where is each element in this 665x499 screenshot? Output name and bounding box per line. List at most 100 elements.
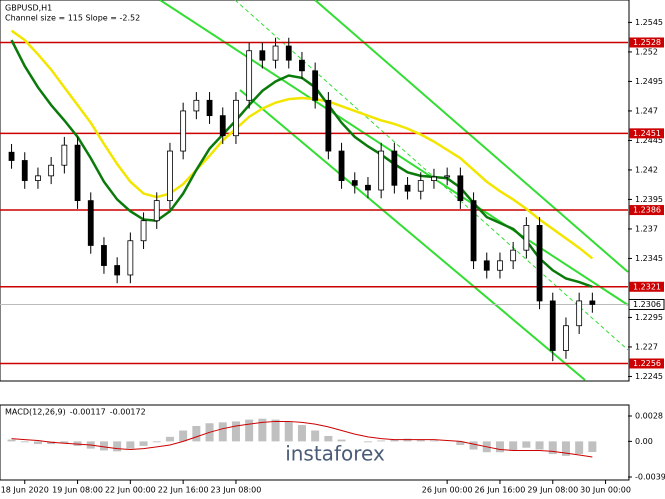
macd-bar	[456, 441, 465, 446]
macd-bar	[337, 439, 346, 442]
y-tick-label: 1.2395	[635, 195, 663, 204]
candle-body	[35, 175, 41, 181]
candle-body	[61, 144, 68, 166]
x-tick-label: 23 Jun 08:00	[211, 486, 262, 495]
candle-body	[391, 150, 398, 186]
macd-bar	[416, 439, 425, 442]
candle-body	[563, 325, 569, 351]
macd-bar	[179, 430, 188, 442]
level-label-box	[629, 128, 664, 139]
y-tick-label: 1.247	[635, 106, 658, 115]
candle-body	[299, 59, 305, 72]
candle-body	[431, 176, 437, 181]
level-label: 1.2528	[633, 38, 661, 47]
candle-body	[338, 150, 345, 181]
macd-bar	[152, 441, 161, 443]
x-tick-label: 26 Jun 00:00	[422, 486, 473, 495]
candle-body	[378, 150, 385, 191]
current-price-label: 1.2306	[633, 300, 661, 309]
macd-bar	[20, 441, 29, 443]
candle-body	[457, 175, 464, 202]
macd-bar	[231, 421, 240, 442]
macd-bar	[60, 441, 69, 444]
macd-bar	[548, 441, 557, 455]
y-tick-label: 1.2295	[635, 313, 663, 322]
macd-bar	[311, 430, 320, 442]
y-tick-label: -0.00393	[635, 473, 665, 482]
signal-line	[11, 420, 593, 458]
y-tick-label: 1.2545	[635, 18, 663, 27]
macd-bar	[535, 441, 544, 450]
macd-bar	[297, 425, 306, 442]
current-price-box	[628, 298, 665, 310]
macd-bar	[495, 441, 504, 453]
y-tick-label: 1.227	[635, 342, 658, 351]
level-label: 1.2321	[633, 282, 661, 291]
y-tick-label: 1.252	[635, 47, 658, 56]
macd-bar	[7, 439, 16, 442]
macd-bar	[363, 441, 372, 443]
symbol: GBPUSD,H1	[5, 4, 52, 13]
watermark: instaforex	[285, 442, 385, 466]
macd-bar	[113, 441, 122, 452]
x-tick-label: 22 Jun 16:00	[158, 486, 209, 495]
candle-body	[536, 225, 543, 302]
candle-body	[246, 50, 253, 101]
macd-bar	[258, 418, 267, 442]
candle-body	[404, 184, 411, 192]
candle-body	[285, 45, 292, 61]
macd-bar	[165, 436, 174, 442]
candle-body	[87, 200, 94, 246]
channel-lower	[239, 89, 586, 381]
macd-bar	[509, 441, 518, 451]
level-label-box	[629, 281, 664, 292]
level-label: 1.2386	[633, 206, 661, 215]
candle-body	[365, 184, 371, 191]
macd-value: -0.00117	[70, 408, 106, 417]
macd-bar	[561, 441, 570, 456]
macd-bar	[522, 441, 531, 448]
level-label: 1.2256	[633, 359, 661, 368]
candle-body	[523, 225, 530, 251]
x-tick-label: 26 Jun 16:00	[475, 486, 526, 495]
candle-body	[206, 99, 213, 117]
candle-body	[193, 99, 200, 112]
y-tick-label: 1.2245	[635, 372, 663, 381]
macd-title: MACD(12,26,9)	[5, 408, 66, 417]
subtitle: Channel size = 115 Slope = -2.52	[5, 14, 140, 23]
candle-body	[127, 240, 134, 276]
candle-body	[576, 300, 583, 327]
candle-body	[140, 220, 147, 242]
candle-body	[589, 300, 596, 305]
y-tick-label: 0.00	[635, 437, 653, 446]
macd-bar	[469, 441, 478, 450]
candle-body	[351, 180, 358, 186]
level-label-box	[629, 37, 664, 48]
level-label-box	[629, 205, 664, 216]
candle-body	[483, 260, 490, 271]
level-label: 1.2451	[633, 129, 661, 138]
y-tick-label: 1.242	[635, 165, 658, 174]
y-tick-label: 1.2495	[635, 77, 663, 86]
macd-bar	[139, 441, 148, 446]
macd-bar	[218, 422, 227, 442]
x-tick-label: 19 Jun 08:00	[52, 486, 103, 495]
x-tick-label: 30 Jun 00:00	[580, 486, 631, 495]
candle-body	[444, 175, 451, 178]
candle-body	[8, 151, 15, 161]
level-label-box	[629, 358, 664, 369]
candle-body	[259, 50, 266, 61]
y-tick-label: 1.237	[635, 224, 658, 233]
candle-body	[325, 99, 332, 152]
candle-body	[101, 245, 107, 266]
macd-bar	[324, 435, 333, 442]
candle-body	[233, 99, 239, 137]
macd-bar	[284, 421, 293, 442]
x-tick-label: 22 Jun 00:00	[105, 486, 156, 495]
candle-body	[21, 160, 28, 181]
macd-bar	[588, 441, 597, 452]
candle-body	[497, 260, 503, 271]
macd-bar	[271, 419, 280, 442]
macd-bar	[390, 439, 399, 442]
